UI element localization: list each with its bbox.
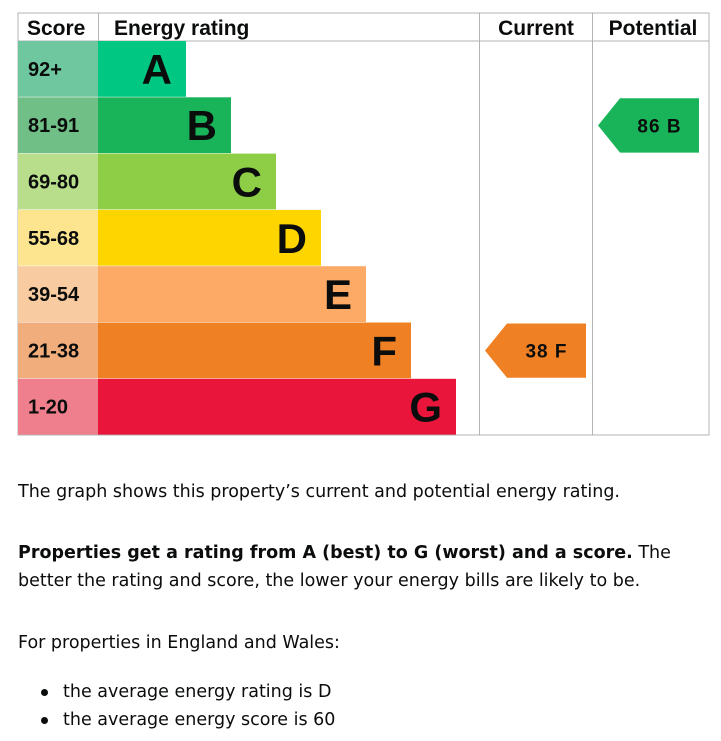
- band-score-cell-b: [18, 97, 98, 154]
- list-item: the average energy rating is D: [18, 678, 335, 706]
- rating-bands: 92+ A 81-91 B 69-80 C 55-68 D 39-54 E 21-38 F 1-20 G: [18, 41, 456, 435]
- header-energy-rating: Energy rating: [114, 17, 249, 40]
- band-score-cell-g: [18, 378, 98, 435]
- epc-rating-chart: Score Energy rating Current Potential 92…: [17, 12, 710, 436]
- band-letter-a: A: [142, 46, 172, 93]
- band-range-c: 69-80: [28, 172, 79, 194]
- band-letter-g: G: [409, 384, 442, 431]
- header-current: Current: [498, 17, 574, 40]
- band-letter-e: E: [324, 271, 352, 318]
- region-note: For properties in England and Wales:: [18, 633, 340, 653]
- band-score-cell-f: [18, 322, 98, 379]
- band-letter-b: B: [187, 102, 217, 149]
- band-bar-e: [98, 266, 366, 322]
- band-range-e: 39-54: [28, 284, 80, 306]
- band-letter-d: D: [277, 215, 307, 262]
- average-score-text: the average energy score is 60: [63, 710, 336, 730]
- band-bar-g: [98, 378, 456, 435]
- band-bar-a: [98, 41, 186, 97]
- band-range-g: 1-20: [28, 397, 68, 419]
- bullet-icon: [41, 717, 48, 724]
- band-bar-f: [98, 322, 411, 379]
- header-score: Score: [27, 17, 85, 40]
- band-range-f: 21-38: [28, 340, 79, 362]
- current-rating-arrow: [485, 323, 586, 378]
- rating-explanation-bold: Properties get a rating from A (best) to…: [18, 543, 633, 563]
- header-potential: Potential: [609, 17, 698, 40]
- band-score-cell-d: [18, 209, 98, 266]
- graph-description: The graph shows this property’s current …: [18, 482, 620, 502]
- band-bar-c: [98, 153, 276, 210]
- band-range-a: 92+: [28, 59, 62, 81]
- current-rating-label: 38 F: [525, 342, 567, 363]
- rating-explanation: Properties get a rating from A (best) to…: [18, 539, 708, 595]
- band-range-b: 81-91: [28, 115, 79, 137]
- band-range-d: 55-68: [28, 228, 79, 250]
- band-score-cell-a: [18, 41, 98, 97]
- chart-header: Score Energy rating Current Potential: [17, 12, 710, 435]
- averages-list: the average energy rating is D the avera…: [18, 678, 335, 734]
- band-letter-f: F: [371, 327, 397, 374]
- band-score-cell-c: [18, 153, 98, 210]
- band-bar-d: [98, 209, 321, 266]
- potential-rating-arrow: [598, 98, 699, 153]
- band-letter-c: C: [232, 159, 262, 206]
- band-bar-b: [98, 97, 231, 154]
- band-score-cell-e: [18, 266, 98, 322]
- potential-rating-label: 86 B: [637, 116, 681, 137]
- list-item: the average energy score is 60: [18, 706, 335, 734]
- bullet-icon: [41, 689, 48, 696]
- average-rating-text: the average energy rating is D: [63, 682, 332, 702]
- rating-arrows: 38 F 86 B: [485, 98, 699, 378]
- rating-explanation-rest: The better the rating and score, the low…: [18, 543, 671, 591]
